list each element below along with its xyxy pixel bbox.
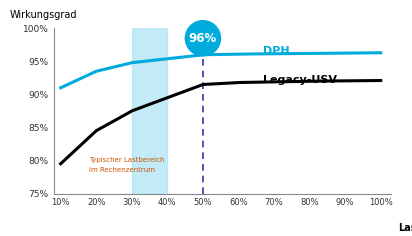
- Bar: [132, 28, 167, 194]
- Text: Last: Last: [398, 223, 412, 233]
- Text: Typischer Lastbereich: Typischer Lastbereich: [89, 157, 165, 163]
- Text: im Rechenzentrum: im Rechenzentrum: [89, 167, 155, 173]
- Text: Wirkungsgrad: Wirkungsgrad: [9, 10, 77, 20]
- Text: 96%: 96%: [189, 32, 217, 45]
- Text: DPH: DPH: [263, 46, 290, 56]
- Text: Legacy-USV: Legacy-USV: [263, 75, 337, 85]
